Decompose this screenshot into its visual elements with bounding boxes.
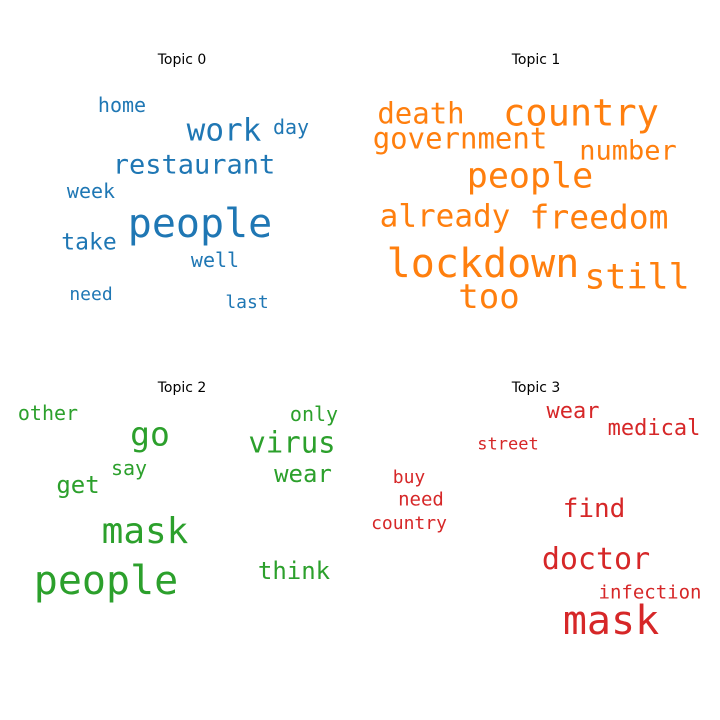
topic-3-word-street: street [477, 434, 539, 455]
topic-3-word-wear: wear [546, 399, 600, 424]
topic-0-word-take: take [61, 229, 117, 256]
topic-1-word-still: still [584, 257, 690, 298]
topic-0-word-need: need [69, 284, 113, 305]
topic-0-title: Topic 0 [157, 52, 207, 68]
topic-2-wordcloud: Topic 2 people mask go virus wear think get othe… [8, 368, 356, 668]
topic-3-word-doctor: doctor [541, 542, 651, 577]
topic-0-word-home: home [97, 93, 147, 117]
topic-2-word-go: go [130, 414, 170, 454]
topic-0-word-day: day [272, 115, 310, 139]
topic-1-word-lockdown: lockdown [386, 241, 580, 287]
topic-1-word-freedom: freedom [529, 197, 669, 237]
topic-3-title: Topic 3 [511, 380, 561, 396]
topic-1-word-number: number [579, 135, 677, 167]
topic-1-word-too: too [458, 277, 520, 317]
topic-1-word-death: death [377, 96, 465, 131]
topic-0-word-people: people [127, 201, 273, 247]
topic-2-word-wear: wear [274, 460, 332, 488]
topic-1-title: Topic 1 [511, 52, 561, 68]
topic-0-word-restaurant: restaurant [112, 149, 276, 181]
topic-3-wordcloud: Topic 3 mask doctor find medical wear infectio… [364, 368, 712, 668]
topic-2-word-get: get [56, 471, 100, 499]
topic-0-wordcloud: Topic 0 people work restaurant take home day we… [8, 40, 356, 340]
topic-3-word-infection: infection [598, 581, 702, 604]
topic-2-word-only: only [289, 402, 339, 426]
topic-2-word-mask: mask [101, 511, 189, 552]
topic-2-word-virus: virus [248, 425, 336, 460]
topic-3-word-mask: mask [562, 598, 660, 644]
topic-2-word-think: think [257, 557, 331, 585]
topic-2-word-other: other [17, 401, 79, 425]
topic-0-word-last: last [225, 292, 269, 313]
topic-0-word-well: well [190, 248, 240, 272]
topic-1-word-country: country [503, 91, 659, 135]
topic-1-word-already: already [379, 198, 511, 235]
topic-3-word-buy: buy [392, 467, 426, 488]
topic-2-word-people: people [33, 558, 179, 604]
topic-1-word-government: government [372, 121, 548, 156]
topic-2-title: Topic 2 [157, 380, 207, 396]
topic-3-word-medical: medical [607, 416, 701, 441]
topic-3-word-need: need [398, 488, 444, 511]
topic-1-word-people: people [466, 156, 594, 197]
topic-3-word-find: find [562, 494, 626, 524]
topic-0-word-week: week [66, 179, 116, 203]
topic-1-wordcloud: Topic 1 lockdown country people still too free… [364, 40, 712, 340]
topic-3-word-country: country [371, 513, 447, 534]
topic-0-word-work: work [186, 112, 262, 149]
topic-2-word-say: say [110, 456, 148, 480]
